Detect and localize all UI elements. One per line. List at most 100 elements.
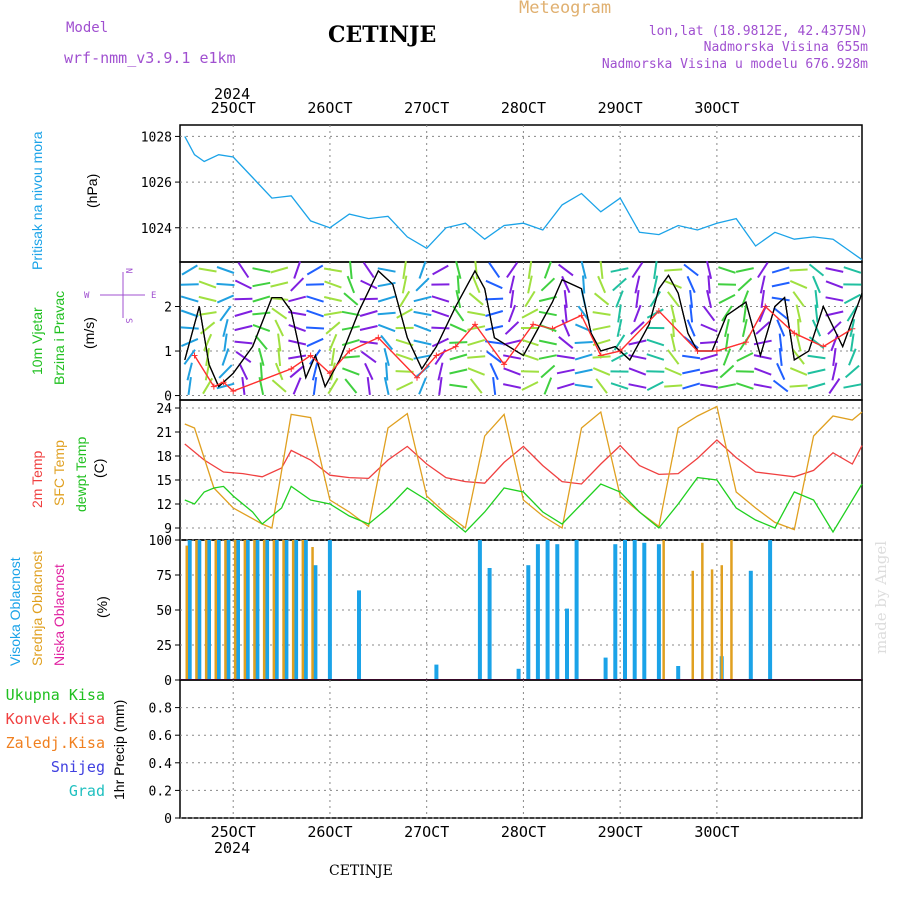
wind-arrow [183,349,196,365]
wind-arrow [271,379,287,393]
wind-arrow [633,304,642,323]
srednja-oblacnost-bar [224,540,227,680]
temp-2m-temp-line [184,439,863,485]
top-date-label: 28OCT [501,99,546,117]
wind-arrow [238,362,249,381]
wind-arrow [362,262,375,278]
visoka-oblacnost-bar [236,540,240,680]
wind-arrow [216,282,235,287]
wind-arrow [814,304,819,323]
wind-arrow [467,338,486,347]
cloud-unit: (%) [94,596,110,618]
wind-arrow [449,353,468,361]
wind-arrow [180,283,199,286]
srednja-oblacnost-bar [243,540,247,680]
wind-arrow [686,319,696,337]
wind-arrow [254,334,268,351]
wind-arrow [521,308,539,319]
wind-arrow [341,355,360,359]
wind-arrow [180,326,199,330]
visoka-oblacnost-bar [303,540,308,680]
visoka-oblacnost-bar [487,568,492,680]
visoka-oblacnost-bar [565,608,569,680]
wind-arrow [667,291,680,307]
wind-arrow [186,362,193,381]
wind-arrow [328,333,338,352]
wind-arrow [323,267,342,273]
wind-arrow [349,260,353,280]
wind-arrow [741,318,748,338]
wind-arrow [455,261,462,279]
wind-arrow [795,304,802,323]
wind-arrow [753,383,772,389]
wind-panel: 0 1 2 [164,260,863,405]
pressure-ytick-label: 1028 [141,130,172,145]
compass-e: E [151,291,156,301]
wind-arrow [771,266,790,274]
wind-arrow [706,289,713,309]
visoka-oblacnost-bar [226,540,231,680]
wind-arrow [438,376,443,396]
wind-arrow [292,377,302,395]
wind-arrow [825,267,844,273]
wind-arrow [615,290,624,308]
wind-arrow [538,339,557,346]
wind-arrow [306,264,324,276]
wind-arrow [377,311,396,316]
wind-arrow [706,260,713,280]
visoka-oblacnost-bar [613,544,618,680]
pressure-panel: 1024 1026 1028 [141,124,863,263]
wind-arrow [380,334,394,351]
wind-arrow [485,279,503,290]
wind-arrow [540,277,556,292]
wind-arrow [592,311,611,316]
wind-arrow [561,319,571,337]
visoka-oblacnost-bar [603,657,608,680]
wind-arrow [503,339,522,346]
precip-legend-item: Snijeg [51,758,105,776]
wind-ylabel-b: Brzina i Pravac [51,291,67,385]
wind-arrow [556,368,575,375]
top-date-label: 26OCT [307,99,352,117]
wind-arrow [646,338,665,347]
srednja-oblacnost-bar [301,540,305,680]
wind-arrow [343,292,359,306]
temperature-panel: 9 12 15 18 21 24 [156,399,863,541]
wind-arrow [789,367,808,376]
wind-arrow [486,350,502,364]
wind-arrow [413,323,432,333]
wind-arrow [312,376,318,396]
wind-arrow [306,337,324,348]
precip-ytick-label: 0.2 [149,784,172,799]
wind-arrow [646,353,665,361]
wind-arrow [689,304,694,323]
wind-arrow [252,295,271,303]
cloud-low-ylabel: Niska Oblacnost [51,564,67,666]
wind-arrow [610,267,629,273]
precip-ytick-label: 0.6 [149,729,172,744]
wind-arrow [198,295,217,303]
wind-arrow [718,294,736,304]
wind-arrow [449,323,467,333]
wind-arrow [288,323,306,333]
srednja-oblacnost-bar [262,540,266,680]
wind-arrow [506,262,519,278]
pressure-unit: (hPa) [84,174,100,208]
wind-arrow [582,275,586,294]
wind-arrow [557,263,574,277]
model-label: Model [66,20,109,36]
bottom-date-label: 29OCT [598,823,643,841]
wind-arrow [485,325,504,331]
wind-arrow [524,290,536,308]
wind-arrow [718,266,736,274]
wind-arrow [198,311,217,316]
top-date-label: 25OCT [211,99,256,117]
visoka-oblacnost-bar [477,540,482,680]
meteogram-label: Meteogram [519,0,612,18]
wind-arrow [814,289,819,309]
wind-arrow [700,383,719,389]
wind-arrow [235,350,252,364]
wind-arrow [221,348,230,366]
wind-arrow [538,310,557,317]
